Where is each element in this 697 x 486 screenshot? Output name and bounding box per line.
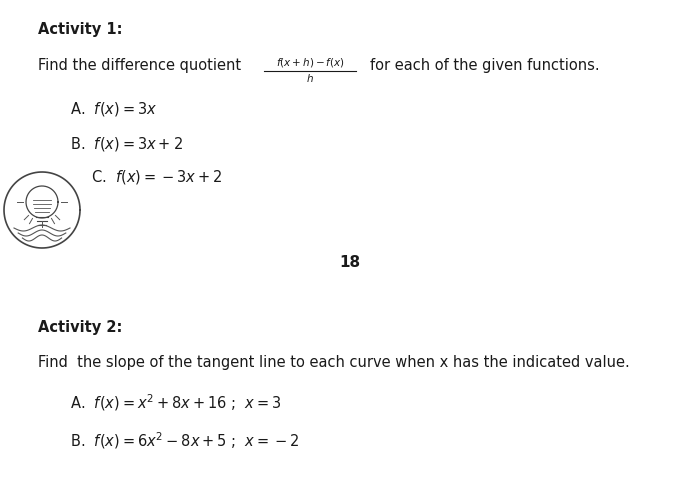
Text: Activity 2:: Activity 2: bbox=[38, 320, 123, 335]
Text: B.  $f(x) = 3x + 2$: B. $f(x) = 3x + 2$ bbox=[70, 135, 183, 153]
Text: C.  $f(x) =- 3x + 2$: C. $f(x) =- 3x + 2$ bbox=[91, 168, 222, 186]
Text: B.  $f(x) = 6x^2 - 8x + 5$ ;  $x =- 2$: B. $f(x) = 6x^2 - 8x + 5$ ; $x =- 2$ bbox=[70, 430, 299, 451]
Text: 18: 18 bbox=[339, 255, 360, 270]
Text: $f(x+h)-f(x)$: $f(x+h)-f(x)$ bbox=[275, 56, 344, 69]
Text: Find  the slope of the tangent line to each curve when x has the indicated value: Find the slope of the tangent line to ea… bbox=[38, 355, 630, 370]
Text: Activity 1:: Activity 1: bbox=[38, 22, 123, 37]
Text: A.  $f(x) = 3x$: A. $f(x) = 3x$ bbox=[70, 100, 157, 118]
Text: for each of the given functions.: for each of the given functions. bbox=[370, 58, 599, 73]
Text: $h$: $h$ bbox=[306, 72, 314, 84]
Text: Find the difference quotient: Find the difference quotient bbox=[38, 58, 241, 73]
Text: A.  $f(x) = x^2 + 8x + 16$ ;  $x = 3$: A. $f(x) = x^2 + 8x + 16$ ; $x = 3$ bbox=[70, 392, 281, 413]
